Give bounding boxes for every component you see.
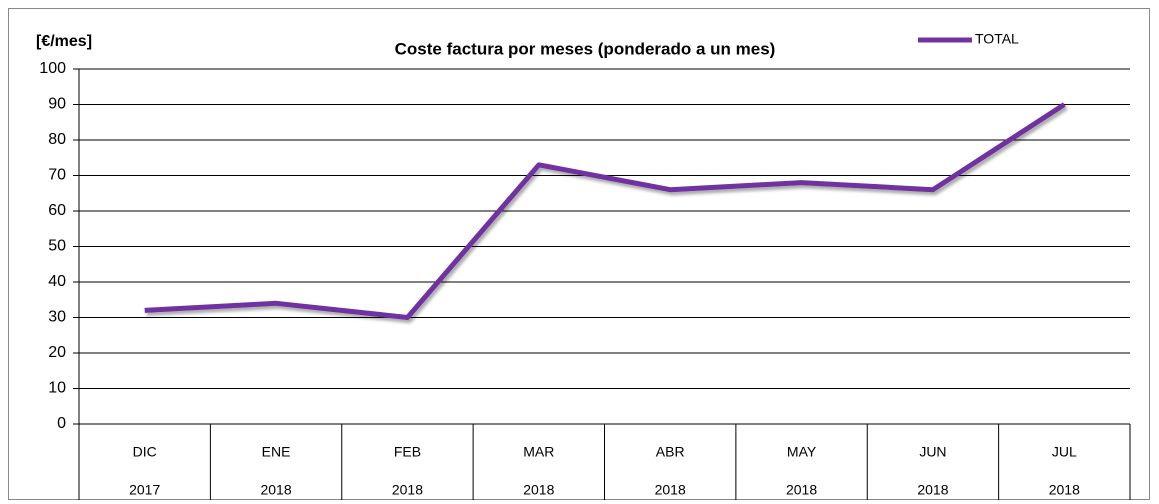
- y-tick-label: 30: [48, 309, 66, 326]
- x-tick-label: 2018: [392, 482, 423, 498]
- x-tick-label: ENE: [262, 444, 291, 460]
- x-tick-label: 2018: [786, 482, 817, 498]
- x-tick-label: 2018: [1049, 482, 1080, 498]
- x-tick-label: ABR: [656, 444, 685, 460]
- x-tick-label: 2018: [655, 482, 686, 498]
- x-tick-label: 2018: [523, 482, 554, 498]
- y-tick-label: 80: [48, 131, 66, 148]
- y-tick-label: 0: [57, 415, 66, 432]
- y-tick-label: 90: [48, 96, 66, 113]
- legend-label: TOTAL: [975, 31, 1019, 47]
- y-tick-label: 100: [39, 60, 66, 77]
- x-tick-label: 2017: [129, 482, 160, 498]
- data-line: [144, 102, 1066, 320]
- chart-title: Coste factura por meses (ponderado a un …: [395, 39, 776, 58]
- x-tick-label: DIC: [133, 444, 157, 460]
- x-tick-label: JUN: [919, 444, 946, 460]
- y-axis-label: [€/mes]: [36, 33, 92, 50]
- x-tick-label: MAY: [787, 444, 817, 460]
- y-tick-label: 40: [48, 273, 66, 290]
- chart-border: [8, 8, 1150, 500]
- x-tick-label: 2018: [260, 482, 291, 498]
- y-tick-label: 10: [48, 380, 66, 397]
- x-tick-label: FEB: [394, 444, 421, 460]
- x-tick-label: JUL: [1052, 444, 1077, 460]
- y-tick-label: 70: [48, 167, 66, 184]
- y-tick-label: 60: [48, 202, 66, 219]
- y-tick-label: 50: [48, 238, 66, 255]
- x-tick-label: 2018: [917, 482, 948, 498]
- x-tick-label: MAR: [523, 444, 554, 460]
- y-tick-label: 20: [48, 344, 66, 361]
